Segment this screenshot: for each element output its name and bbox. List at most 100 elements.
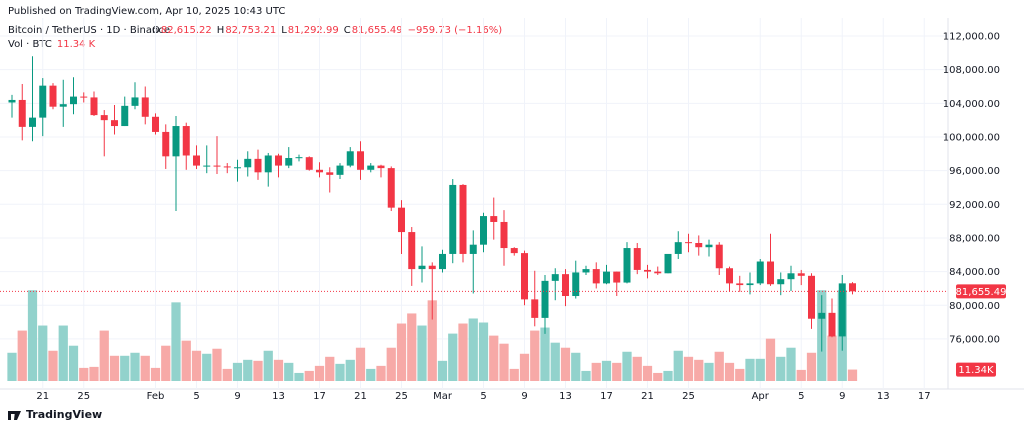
candle-body bbox=[480, 216, 487, 245]
volume-bar bbox=[622, 351, 632, 381]
volume-bar bbox=[417, 325, 427, 381]
volume-bar bbox=[48, 350, 58, 381]
candle-body bbox=[8, 99, 16, 103]
volume-bar bbox=[191, 350, 202, 381]
candle-body bbox=[59, 104, 67, 107]
candle-body bbox=[674, 242, 682, 254]
x-tick-label: 17 bbox=[918, 391, 931, 402]
volume-bar bbox=[694, 359, 704, 381]
candle-body bbox=[582, 269, 590, 273]
volume-bar bbox=[294, 372, 304, 381]
volume-bar bbox=[796, 369, 806, 381]
volume-bar bbox=[17, 330, 27, 381]
volume-bar bbox=[212, 348, 222, 381]
candle-body bbox=[264, 155, 272, 173]
candle-body bbox=[203, 165, 211, 167]
volume-bar bbox=[540, 327, 550, 381]
candle-body bbox=[39, 85, 47, 118]
volume-bar bbox=[68, 345, 79, 381]
candle-body bbox=[111, 120, 118, 127]
volume-bar bbox=[714, 351, 724, 381]
candle-body bbox=[234, 167, 241, 169]
last-volume-label: 11.34K bbox=[958, 365, 994, 376]
x-tick-label: 5 bbox=[798, 391, 804, 402]
x-tick-label: 17 bbox=[600, 391, 613, 402]
candle-body bbox=[141, 97, 149, 117]
candle-body bbox=[254, 158, 262, 173]
volume-bar bbox=[755, 358, 765, 381]
volume-bar bbox=[735, 368, 745, 381]
candle-body bbox=[797, 273, 805, 276]
candle-body bbox=[387, 168, 395, 208]
volume-bar bbox=[458, 323, 468, 381]
candle-body bbox=[623, 248, 631, 283]
vol-value: 11.34 K bbox=[57, 39, 96, 50]
volume-bar bbox=[704, 362, 714, 381]
candle-body bbox=[562, 274, 569, 297]
ohlc-value: 82,615.22 bbox=[161, 25, 212, 36]
volume-bar bbox=[745, 358, 755, 381]
volume-bar bbox=[89, 366, 99, 381]
x-tick-label: 21 bbox=[36, 391, 49, 402]
y-tick-label: 96,000.00 bbox=[949, 166, 1000, 177]
y-tick-label: 92,000.00 bbox=[949, 200, 1000, 211]
candle-body bbox=[244, 158, 252, 168]
candle-body bbox=[756, 261, 764, 284]
volume-bar bbox=[386, 347, 396, 381]
volume-bar bbox=[530, 330, 540, 381]
x-tick-label: Apr bbox=[752, 391, 770, 402]
volume-bar bbox=[478, 322, 489, 381]
volume-bar bbox=[38, 325, 48, 381]
legend: Bitcoin / TetherUS · 1D · BinanceO82,615… bbox=[8, 25, 502, 50]
change: −959.73 (−1.16%) bbox=[408, 25, 503, 36]
candle-body bbox=[767, 261, 774, 285]
candle-body bbox=[367, 165, 375, 170]
candle-body bbox=[664, 253, 672, 274]
volume-bar bbox=[448, 333, 458, 381]
candle-body bbox=[469, 244, 477, 254]
vol-label: Vol · BTC bbox=[8, 39, 52, 50]
candle-body bbox=[531, 299, 539, 318]
volume-bar bbox=[550, 342, 560, 381]
candle-body bbox=[726, 268, 733, 284]
candle-body bbox=[808, 275, 815, 319]
ohlc-key: L bbox=[281, 25, 287, 36]
candle-body bbox=[172, 126, 180, 157]
candle-body bbox=[828, 312, 836, 337]
candle-body bbox=[500, 221, 508, 249]
candle-body bbox=[80, 96, 88, 98]
logo bbox=[8, 411, 21, 420]
volume-bar bbox=[99, 330, 109, 381]
candle-body bbox=[357, 151, 364, 170]
x-tick-label: Feb bbox=[147, 391, 165, 402]
candle-body bbox=[715, 244, 723, 269]
volume-bar bbox=[499, 343, 509, 381]
x-tick-label: 9 bbox=[234, 391, 240, 402]
y-tick-label: 80,000.00 bbox=[949, 301, 1000, 312]
volume-bar bbox=[612, 362, 622, 381]
volume-bar bbox=[396, 323, 407, 381]
candle-body bbox=[838, 283, 846, 337]
candle-body bbox=[29, 117, 36, 127]
x-tick-label: 13 bbox=[559, 391, 572, 402]
candle-body bbox=[70, 96, 77, 105]
candle-body bbox=[603, 271, 610, 284]
volume-bar bbox=[724, 362, 735, 381]
volume-bar bbox=[150, 367, 161, 381]
volume-bar bbox=[79, 367, 89, 381]
volume-bar bbox=[437, 360, 448, 381]
volume-bar bbox=[161, 345, 171, 381]
volume-bar bbox=[263, 350, 273, 381]
last-price-box bbox=[956, 284, 1006, 299]
y-tick-label: 104,000.00 bbox=[943, 99, 1000, 110]
volume-bar bbox=[130, 352, 140, 381]
candle-body bbox=[428, 265, 436, 270]
volume-bar bbox=[314, 365, 325, 381]
volume-bar bbox=[847, 369, 858, 381]
volume-bar bbox=[468, 318, 478, 381]
y-tick-label: 84,000.00 bbox=[949, 267, 1000, 278]
volume-bar bbox=[591, 362, 601, 381]
y-tick-label: 112,000.00 bbox=[943, 32, 1000, 43]
x-tick-label: 9 bbox=[839, 391, 845, 402]
